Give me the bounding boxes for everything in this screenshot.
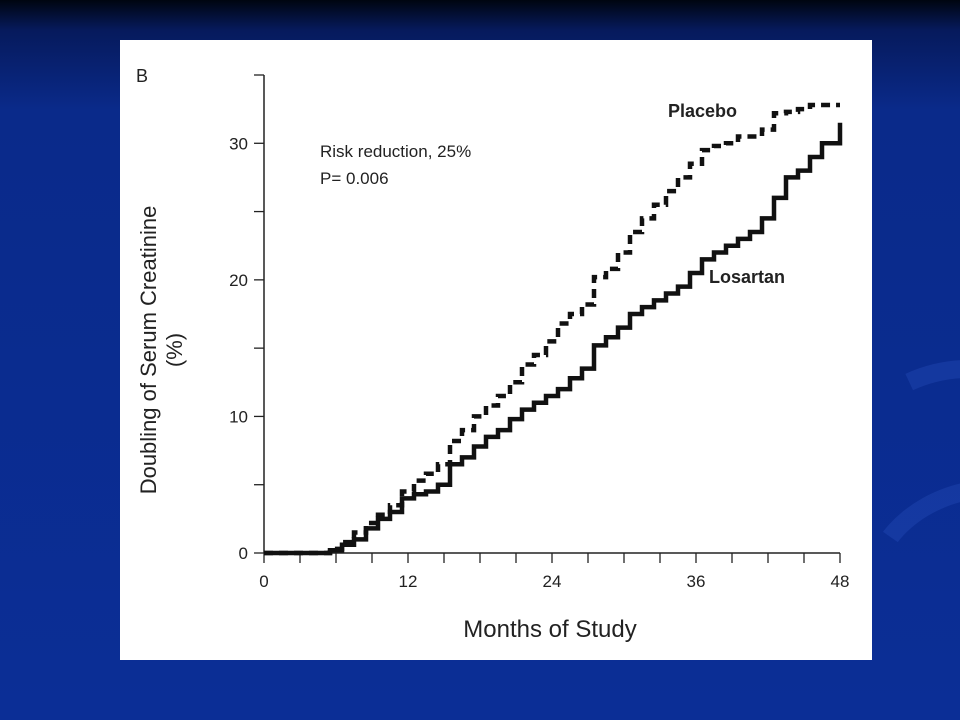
series-label-losartan: Losartan (709, 267, 785, 287)
y-axis-title: Doubling of Serum Creatinine (136, 206, 161, 495)
x-tick-label: 24 (543, 572, 562, 591)
x-tick-label: 0 (259, 572, 268, 591)
axes: 0 10 20 30 0 12 24 36 48 (229, 74, 850, 591)
series-labels: Placebo Losartan (668, 101, 785, 287)
panel-label: B (136, 66, 148, 86)
y-axis-title-unit: (%) (162, 333, 187, 367)
x-axis-title: Months of Study (463, 616, 636, 643)
figure-panel: B Risk reduction, 25% P= 0.006 Doubling … (120, 40, 872, 660)
x-tick-label: 12 (399, 572, 418, 591)
kaplan-meier-chart: B Risk reduction, 25% P= 0.006 Doubling … (136, 66, 850, 643)
x-tick-label: 36 (687, 572, 706, 591)
y-tick-label: 0 (239, 544, 248, 563)
y-tick-label: 30 (229, 134, 248, 153)
annotation-risk-reduction: Risk reduction, 25% (320, 142, 471, 161)
series-label-placebo: Placebo (668, 101, 737, 121)
y-tick-label: 10 (229, 407, 248, 426)
series-lines (264, 102, 843, 556)
series-line-losartan (264, 122, 843, 556)
y-tick-label: 20 (229, 271, 248, 290)
annotation-p-value: P= 0.006 (320, 169, 389, 188)
series-line-placebo (264, 102, 840, 556)
x-tick-label: 48 (831, 572, 850, 591)
